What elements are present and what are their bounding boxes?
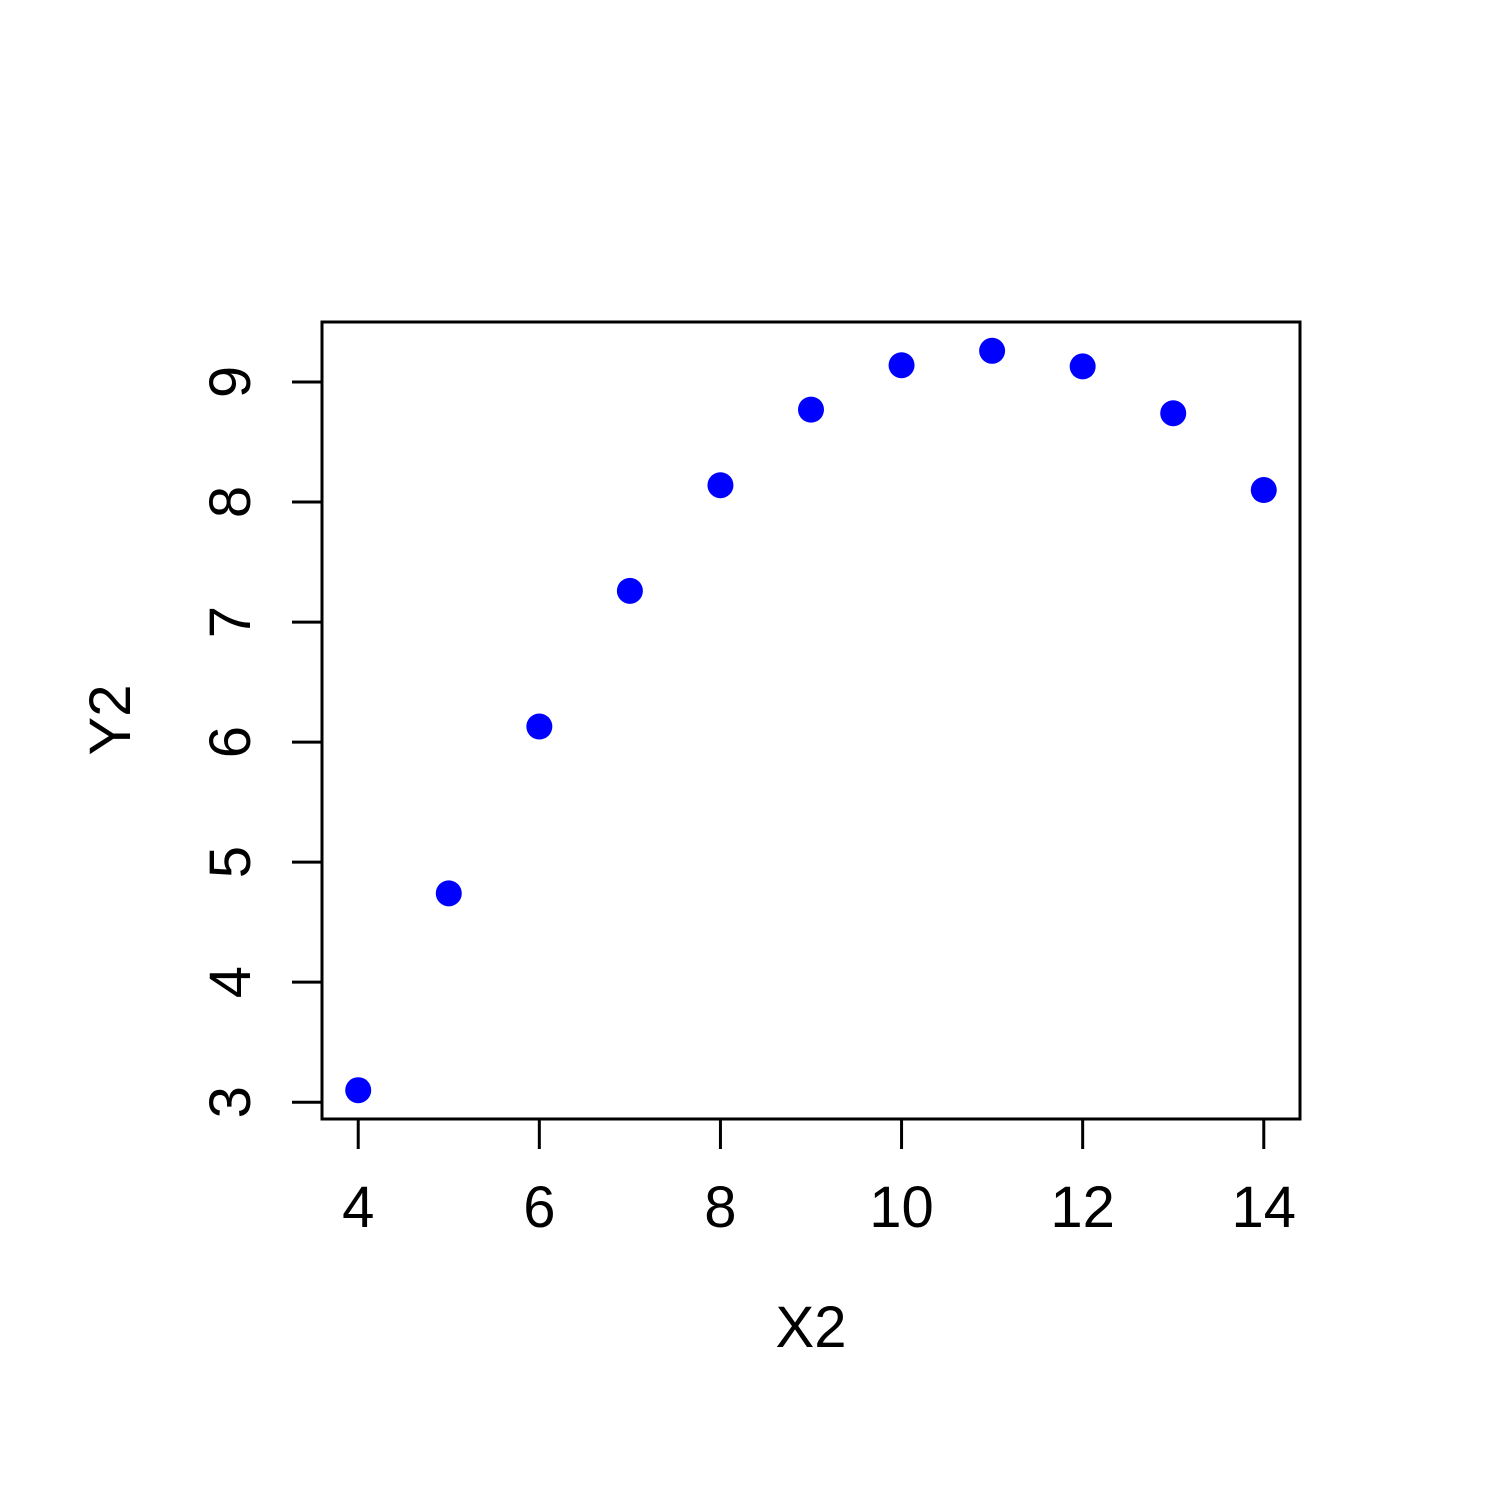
y-tick-label: 5	[198, 846, 263, 878]
data-point	[707, 472, 734, 499]
y-tick-label: 6	[198, 726, 263, 758]
x-axis-label: X2	[776, 1295, 847, 1360]
data-point	[888, 352, 915, 379]
x-tick-label: 6	[523, 1175, 555, 1240]
y-axis-label: Y2	[78, 685, 143, 756]
data-point	[616, 577, 643, 604]
y-tick-label: 4	[198, 966, 263, 998]
y-tick-label: 8	[198, 486, 263, 518]
data-point	[1069, 353, 1096, 380]
data-point	[345, 1077, 372, 1104]
y-axis: 3 4 5 6 7 8 9	[198, 366, 324, 1118]
data-point	[435, 880, 462, 907]
x-tick-label: 12	[1050, 1175, 1115, 1240]
data-point	[1160, 400, 1187, 427]
x-axis: 4 6 8 10 12 14	[342, 1117, 1297, 1240]
y-tick-label: 7	[198, 606, 263, 638]
data-points	[345, 337, 1277, 1104]
y-tick-label: 9	[198, 366, 263, 398]
data-point	[979, 337, 1006, 364]
data-point	[526, 713, 553, 740]
x-tick-label: 14	[1232, 1175, 1297, 1240]
x-tick-label: 10	[869, 1175, 934, 1240]
data-point	[798, 396, 824, 423]
data-point	[1250, 477, 1277, 504]
x-tick-label: 4	[342, 1175, 374, 1240]
plot-frame	[320, 320, 1302, 1121]
x-tick-label: 8	[704, 1175, 736, 1240]
y-tick-label: 3	[198, 1086, 263, 1118]
